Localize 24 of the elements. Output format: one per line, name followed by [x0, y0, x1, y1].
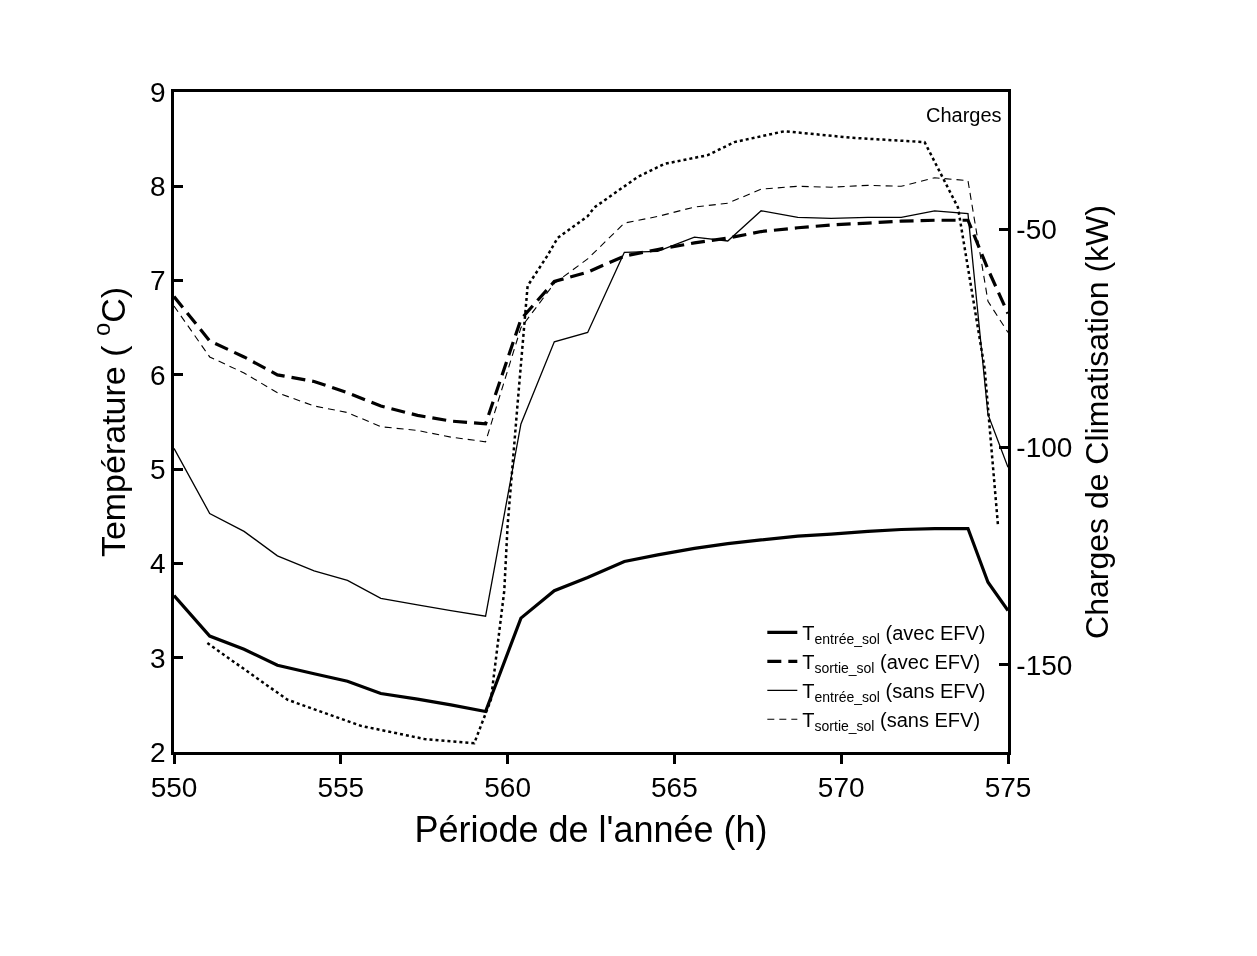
- y2-axis-title: Charges de Climatisation (kW): [1079, 205, 1116, 639]
- y2-tick-label: -150: [1016, 649, 1073, 681]
- series-label: Charges: [926, 104, 1002, 126]
- y-tick-label: 4: [150, 548, 166, 580]
- legend-label: T$_{sortie_sol}$ (sans EFV): [802, 709, 981, 735]
- y-tick-label: 7: [150, 265, 166, 297]
- x-tick-label: 550: [150, 772, 198, 804]
- y2-tick-label: -100: [1016, 431, 1073, 463]
- y-tick-label: 6: [150, 359, 166, 391]
- y-tick-label: 5: [150, 453, 166, 485]
- y-tick-label: 9: [150, 76, 166, 108]
- legend-label: T$_{entrée_sol}$ (avec EFV): [802, 622, 986, 648]
- x-tick-label: 555: [317, 772, 365, 804]
- x-tick-label: 565: [651, 772, 698, 804]
- y-tick-label: 8: [150, 171, 166, 203]
- x-axis-title: Période de l'année (h): [414, 809, 768, 851]
- y2-tick-label: -50: [1016, 214, 1057, 246]
- legend-label: T$_{sortie_sol}$ (avec EFV): [802, 651, 981, 677]
- x-tick-label: 560: [484, 772, 531, 804]
- x-tick-label: 575: [984, 772, 1032, 804]
- legend-label: T$_{entrée_sol}$ (sans EFV): [802, 680, 986, 706]
- y-tick-label: 2: [150, 736, 166, 768]
- x-tick-label: 570: [817, 772, 865, 804]
- y-tick-label: 3: [150, 642, 166, 674]
